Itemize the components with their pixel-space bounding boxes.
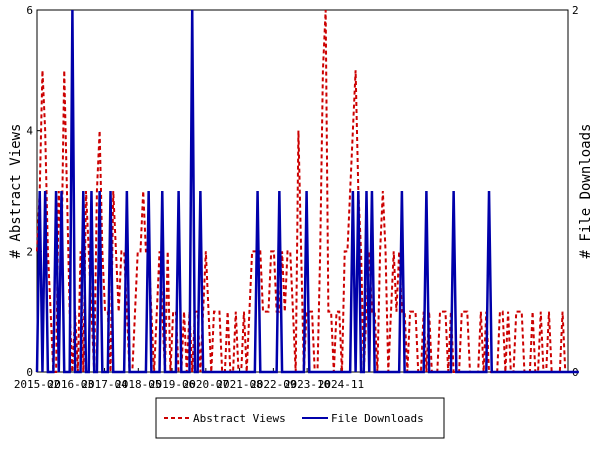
series-layer [35,9,579,374]
left-y-tick-label: 2 [26,245,33,258]
x-tick-label: 2015-02 [14,378,60,391]
right-y-tick-label: 2 [572,4,579,17]
left-y-tick-label: 4 [26,125,33,138]
legend-label-file-downloads: File Downloads [331,412,424,425]
x-tick-label: 2024-11 [318,378,364,391]
left-y-axis-title: # Abstract Views [8,124,24,259]
left-y-tick-label: 6 [26,4,33,17]
x-tick-label: 2018-05 [115,378,161,391]
right-y-axis-title: # File Downloads [578,124,594,259]
x-tick-label: 2021-08 [216,378,262,391]
legend-box [155,397,445,439]
x-tick-label: 2019-06 [149,378,195,391]
x-tick-label: 2022-09 [250,378,296,391]
x-tick-label: 2017-04 [81,378,128,391]
x-tick-label: 2020-07 [183,378,229,391]
x-tick-label: 2023-10 [284,378,330,391]
left-y-tick-label: 0 [26,366,33,379]
legend-label-abstract-views: Abstract Views [193,412,286,425]
x-axis-ticks: 2015-022016-032017-042018-052019-062020-… [14,368,364,391]
series-line-file-downloads [35,9,579,374]
legend: Abstract Views File Downloads [155,397,445,439]
x-tick-label: 2016-03 [48,378,94,391]
